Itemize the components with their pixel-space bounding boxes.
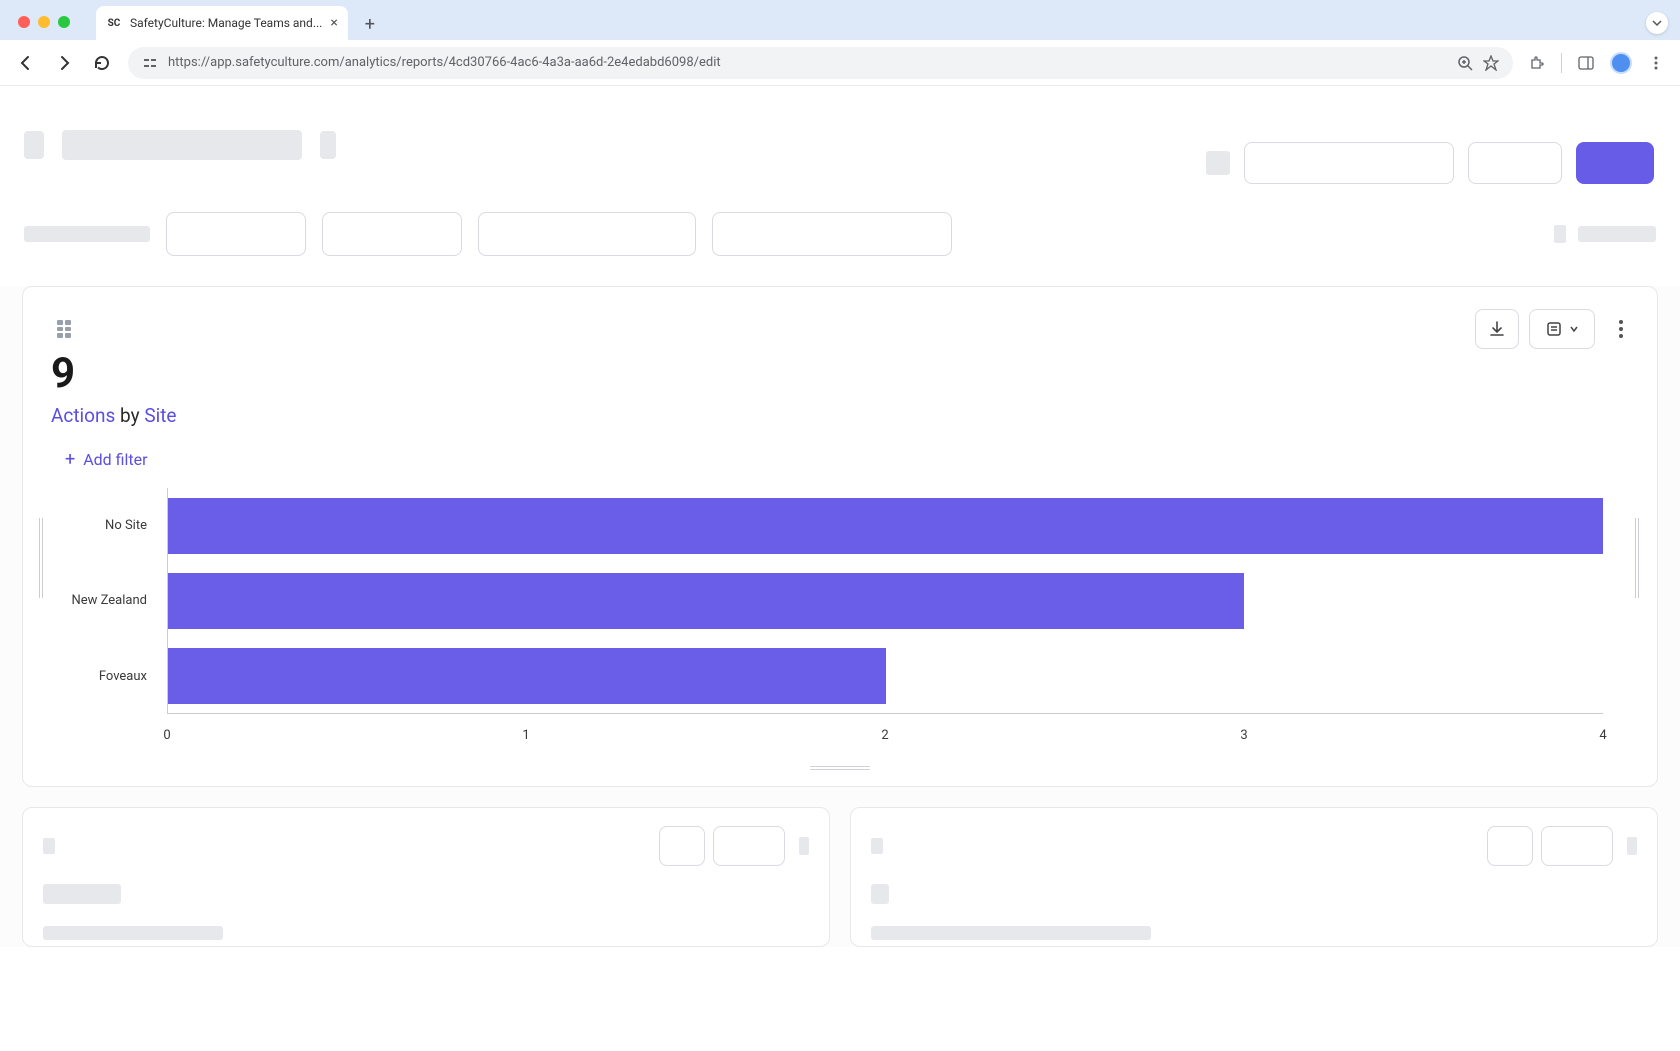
window-close-icon[interactable]	[18, 16, 30, 28]
toolbar-divider	[1561, 53, 1562, 73]
url-text: https://app.safetyculture.com/analytics/…	[168, 55, 1447, 70]
tab-favicon-icon: SC	[106, 15, 122, 31]
browser-toolbar: https://app.safetyculture.com/analytics/…	[0, 40, 1680, 86]
back-button[interactable]	[14, 51, 38, 75]
address-bar[interactable]: https://app.safetyculture.com/analytics/…	[128, 47, 1513, 79]
skeleton-text	[1578, 226, 1656, 242]
drag-handle-icon[interactable]	[57, 320, 71, 338]
browser-menu-icon[interactable]	[1646, 53, 1666, 73]
card-actions	[1475, 309, 1633, 349]
skeleton-block	[320, 131, 336, 159]
skeleton-block	[799, 837, 809, 855]
skeleton-line	[43, 926, 223, 940]
browser-tab[interactable]: SC SafetyCulture: Manage Teams and... ×	[96, 6, 348, 40]
skeleton-block	[1554, 225, 1566, 243]
bar-chart: No SiteNew ZealandFoveaux 01234	[167, 488, 1603, 748]
toolbar-right	[1527, 52, 1666, 74]
zoom-icon[interactable]	[1457, 55, 1473, 71]
tab-title: SafetyCulture: Manage Teams and...	[130, 16, 322, 30]
tab-close-icon[interactable]: ×	[330, 15, 337, 31]
resize-handle-bottom[interactable]	[810, 766, 870, 772]
skeleton-block	[24, 131, 44, 159]
chart-bar[interactable]	[168, 573, 1244, 629]
chevron-down-icon	[1569, 324, 1579, 334]
more-menu-button[interactable]	[1609, 311, 1633, 347]
metric-link[interactable]: Actions	[51, 404, 115, 427]
skeleton-title	[62, 130, 302, 160]
by-label: by	[120, 404, 140, 427]
filters-right-skeleton	[1554, 225, 1656, 243]
site-settings-icon[interactable]	[142, 55, 158, 71]
add-filter-button[interactable]: + Add filter	[65, 449, 148, 470]
chart-bar[interactable]	[168, 498, 1603, 554]
export-dropdown-button[interactable]	[1529, 309, 1595, 349]
chart-card: 9 Actions by Site + Add filter No Site Ne…	[22, 286, 1658, 787]
skeleton-pill	[166, 212, 306, 256]
metric-total: 9	[51, 349, 1633, 398]
skeleton-line	[871, 926, 1151, 940]
x-axis-label: 0	[163, 728, 170, 743]
skeleton-button	[1244, 142, 1454, 184]
skeleton-button	[713, 826, 785, 866]
tabs-overflow-button[interactable]	[1646, 12, 1668, 34]
filters-row-skeleton	[0, 184, 1680, 274]
reload-button[interactable]	[90, 51, 114, 75]
browser-tab-strip: SC SafetyCulture: Manage Teams and... × …	[0, 0, 1680, 40]
skeleton-block	[43, 838, 55, 854]
page-header-skeleton	[0, 86, 1680, 184]
skeleton-button	[1541, 826, 1613, 866]
new-tab-button[interactable]: +	[356, 10, 384, 38]
profile-avatar[interactable]	[1610, 52, 1632, 74]
y-axis-label: No Site	[57, 518, 157, 533]
x-axis-label: 2	[881, 728, 888, 743]
window-maximize-icon[interactable]	[58, 16, 70, 28]
skeleton-block	[1206, 151, 1230, 175]
header-actions-skeleton	[1206, 142, 1656, 184]
skeleton-button	[1468, 142, 1562, 184]
chart-plot-area	[167, 488, 1603, 714]
side-panel-icon[interactable]	[1576, 53, 1596, 73]
skeleton-button	[1487, 826, 1533, 866]
skeleton-label	[24, 226, 150, 242]
skeleton-card	[850, 807, 1658, 947]
skeleton-number	[43, 884, 121, 904]
card-header-row	[47, 309, 1633, 349]
skeleton-button	[659, 826, 705, 866]
add-filter-label: Add filter	[83, 450, 147, 469]
metric-subtitle: Actions by Site	[51, 404, 1633, 427]
download-button[interactable]	[1475, 309, 1519, 349]
skeleton-card	[22, 807, 830, 947]
x-axis-label: 3	[1240, 728, 1247, 743]
bookmark-icon[interactable]	[1483, 55, 1499, 71]
skeleton-pill	[322, 212, 462, 256]
skeleton-block	[871, 838, 883, 854]
report-body: 9 Actions by Site + Add filter No Site Ne…	[0, 286, 1680, 947]
resize-handle-left[interactable]	[39, 518, 45, 598]
y-axis-label: New Zealand	[57, 593, 157, 608]
chart-container: No Site New Zealand Foveaux 0 1 2 3 4	[47, 488, 1633, 748]
skeleton-pill	[712, 212, 952, 256]
x-axis-label: 4	[1599, 728, 1606, 743]
chart-bar[interactable]	[168, 648, 886, 704]
skeleton-block	[1627, 837, 1637, 855]
window-minimize-icon[interactable]	[38, 16, 50, 28]
skeleton-primary-button	[1576, 142, 1654, 184]
dimension-link[interactable]: Site	[144, 404, 176, 427]
skeleton-pill	[478, 212, 696, 256]
y-axis-label: Foveaux	[57, 669, 157, 684]
window-controls	[10, 16, 78, 40]
lower-cards-grid	[22, 807, 1658, 947]
x-axis-labels: 01234	[167, 724, 1603, 748]
plus-icon: +	[65, 449, 75, 470]
forward-button[interactable]	[52, 51, 76, 75]
x-axis-label: 1	[522, 728, 529, 743]
skeleton-number	[871, 884, 889, 904]
y-axis-labels: No Site New Zealand Foveaux	[57, 488, 157, 714]
extensions-icon[interactable]	[1527, 53, 1547, 73]
app-content: 9 Actions by Site + Add filter No Site Ne…	[0, 86, 1680, 947]
resize-handle-right[interactable]	[1635, 518, 1641, 598]
